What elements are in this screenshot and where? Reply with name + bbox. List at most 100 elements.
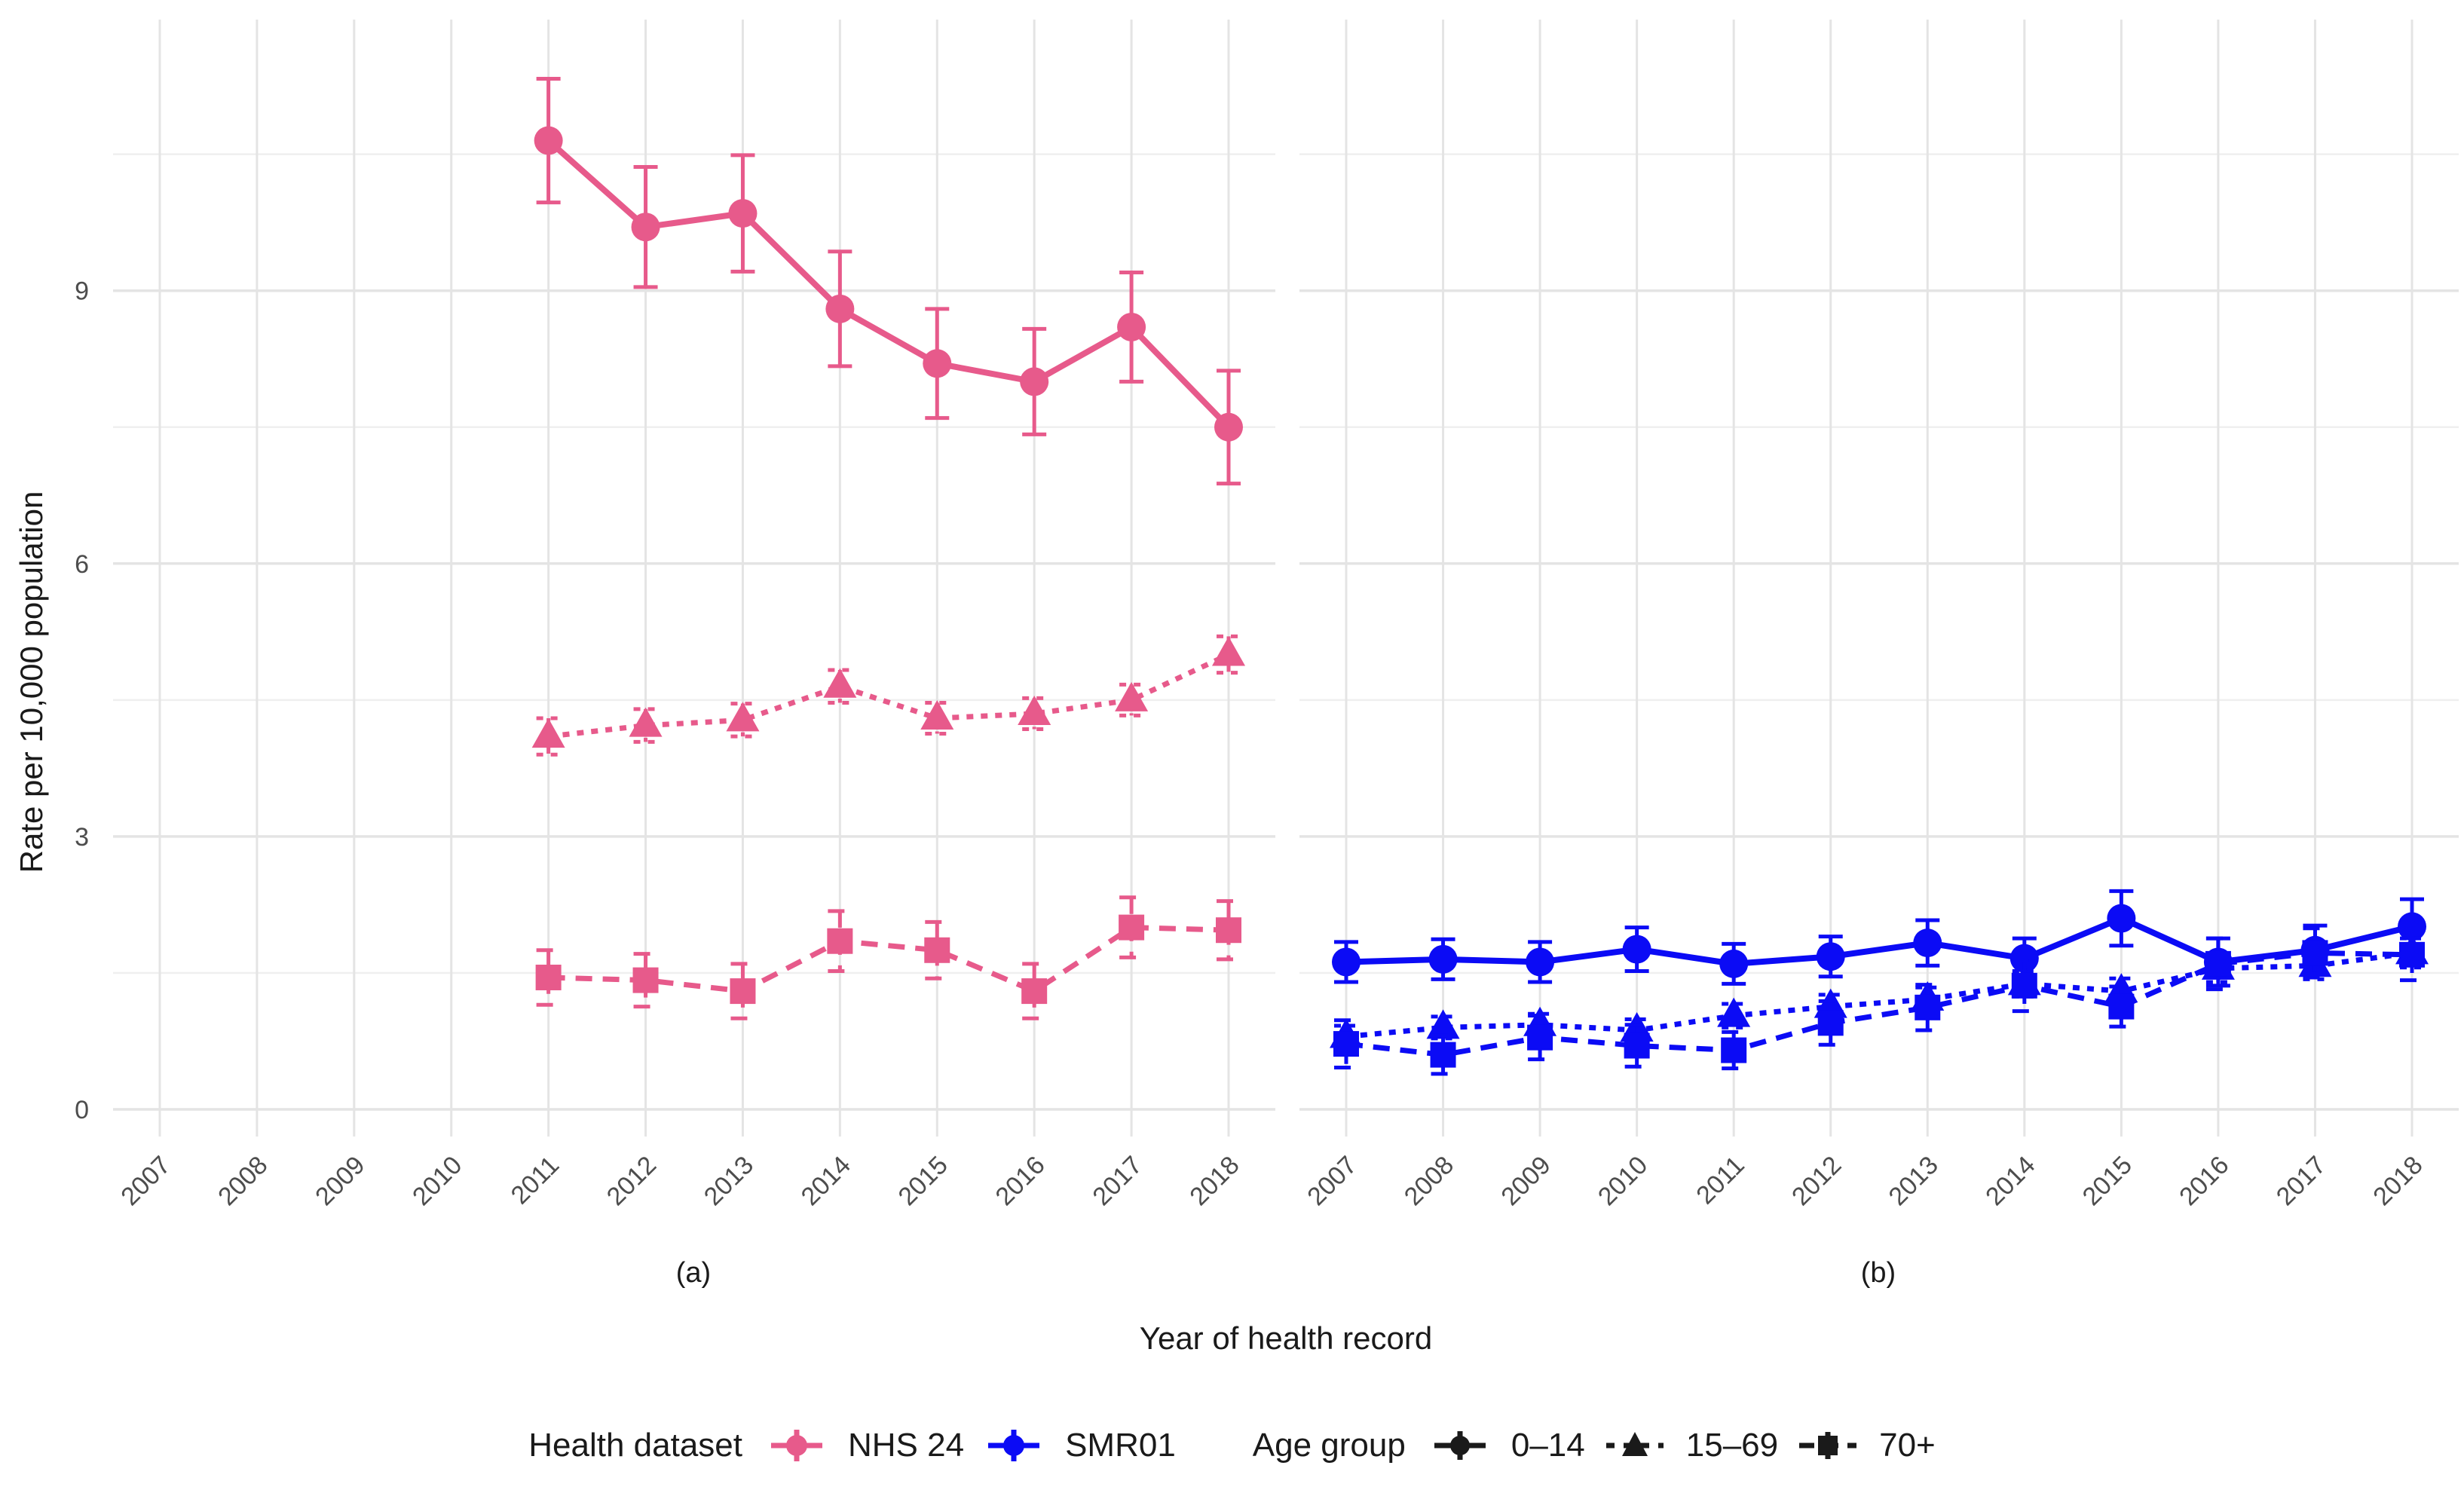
- marker-square: [924, 937, 950, 963]
- x-tick-label: 2017: [2271, 1151, 2331, 1211]
- x-tick-label: 2010: [1593, 1151, 1653, 1211]
- marker-circle: [923, 349, 952, 378]
- legend-label-age-70: 70+: [1879, 1427, 1936, 1464]
- legend-label-age-0-14: 0–14: [1511, 1427, 1585, 1464]
- y-tick-label: 3: [75, 823, 89, 852]
- error-bar: [1818, 999, 1843, 1047]
- y-tick-label: 9: [75, 277, 89, 306]
- marker-circle: [825, 294, 855, 323]
- legend-label-age-15-69: 15–69: [1685, 1427, 1779, 1464]
- legend: Health dataset NHS 24 SMR01 Age group 0–…: [0, 1415, 2464, 1476]
- x-tick-label: 2013: [1884, 1151, 1944, 1211]
- legend-label-smr01: SMR01: [1065, 1427, 1176, 1464]
- marker-triangle: [1018, 695, 1051, 725]
- x-tick-label: 2007: [1302, 1151, 1362, 1211]
- marker-square: [2108, 993, 2135, 1020]
- marker-triangle: [531, 718, 565, 748]
- error-bar: [2303, 926, 2328, 980]
- marker-triangle: [1426, 1009, 1460, 1039]
- marker-triangle: [823, 668, 857, 698]
- marker-triangle: [1115, 681, 1149, 711]
- marker-square: [1021, 978, 1048, 1005]
- gridlines: [113, 20, 2459, 1137]
- marker-circle: [1020, 367, 1049, 396]
- series-line: [1345, 950, 2413, 1039]
- marker-square: [1216, 917, 1241, 944]
- x-tick-label: 2018: [2368, 1151, 2428, 1211]
- x-tick-label: 2011: [506, 1151, 565, 1210]
- x-tick-label: 2015: [893, 1151, 953, 1211]
- x-tick-label: 2009: [310, 1151, 370, 1211]
- marker-square: [1430, 1042, 1456, 1068]
- series-line: [548, 652, 1230, 739]
- error-bar: [1334, 1018, 1358, 1069]
- error-bar: [1528, 1014, 1553, 1062]
- series-NHS24-70+: [535, 895, 1241, 1020]
- marker-triangle: [1212, 636, 1245, 666]
- marker-square: [1527, 1024, 1553, 1051]
- error-bar: [1915, 983, 1940, 1033]
- marker-triangle: [629, 707, 663, 737]
- x-tick-label: 2012: [1786, 1151, 1847, 1211]
- x-tick-label: 2014: [796, 1151, 856, 1211]
- x-tick-label: 2010: [407, 1151, 467, 1211]
- marker-square: [1624, 1033, 1650, 1059]
- key-triangle-marker: [1621, 1432, 1648, 1456]
- age-70-key-icon: [1799, 1432, 1857, 1459]
- x-tick-label: 2017: [1087, 1151, 1147, 1211]
- marker-square: [1333, 1031, 1359, 1057]
- key-circle-marker: [786, 1435, 807, 1456]
- x-tick-label: 2016: [990, 1151, 1050, 1211]
- marker-circle: [631, 213, 660, 242]
- error-bar: [633, 952, 658, 1009]
- legend-age-title: Age group: [1252, 1427, 1406, 1464]
- marker-circle: [728, 199, 758, 228]
- marker-circle: [534, 126, 563, 155]
- marker-circle: [2398, 912, 2426, 941]
- legend-label-nhs24: NHS 24: [848, 1427, 965, 1464]
- marker-circle: [1913, 928, 1942, 958]
- error-bar: [2400, 927, 2424, 983]
- nhs24-key-icon: [771, 1430, 822, 1461]
- error-bar: [2012, 958, 2037, 1014]
- error-bar: [1624, 1023, 1649, 1069]
- y-axis-title: Rate per 10,000 population: [14, 491, 49, 873]
- facet-panel-a: [531, 76, 1245, 1020]
- marker-square: [1817, 1010, 1844, 1036]
- key-square-marker: [1818, 1436, 1838, 1455]
- key-circle-marker: [1003, 1435, 1025, 1456]
- marker-square: [1915, 994, 1941, 1020]
- marker-square: [632, 967, 659, 993]
- series-SMR01-0–14: [1332, 889, 2426, 988]
- x-tick-label: 2011: [1691, 1151, 1750, 1210]
- marker-triangle: [1717, 997, 1751, 1027]
- panel-a-caption: (a): [675, 1257, 712, 1289]
- x-tick-label: 2008: [213, 1151, 273, 1211]
- x-tick-label: 2014: [1980, 1151, 2040, 1211]
- marker-circle: [1214, 412, 1243, 442]
- series-line: [546, 138, 1231, 430]
- marker-triangle: [726, 702, 760, 732]
- marker-circle: [1332, 947, 1361, 977]
- key-circle-marker: [1449, 1436, 1470, 1455]
- error-bar: [2109, 984, 2134, 1029]
- series-line: [548, 925, 1229, 995]
- error-bar: [2205, 936, 2230, 992]
- x-tick-label: 2007: [115, 1151, 176, 1211]
- age-0-14-key-icon: [1434, 1431, 1486, 1460]
- x-tick-label: 2018: [1184, 1151, 1244, 1211]
- marker-square: [2011, 972, 2037, 999]
- x-tick-label: 2016: [2174, 1151, 2234, 1211]
- y-tick-label: 6: [75, 550, 89, 579]
- marker-circle: [1816, 942, 1845, 971]
- marker-square: [730, 978, 756, 1005]
- y-tick-label: 0: [75, 1096, 89, 1124]
- legend-dataset-title: Health dataset: [528, 1427, 742, 1464]
- marker-square: [2302, 940, 2328, 966]
- x-tick-label: 2009: [1495, 1151, 1556, 1211]
- smr01-key-icon: [988, 1430, 1040, 1461]
- age-15-69-key-icon: [1605, 1432, 1664, 1456]
- marker-square: [535, 964, 562, 990]
